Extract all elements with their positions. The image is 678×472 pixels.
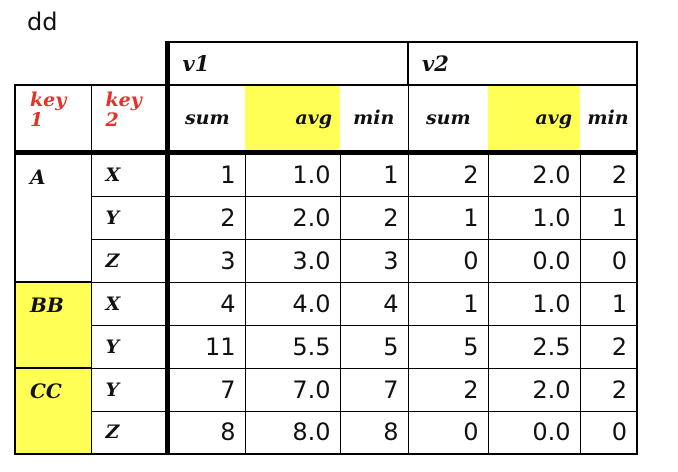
key2-cell: Y [91, 324, 167, 368]
value-cell: 1 [579, 195, 638, 239]
stat-header-sum: sum [408, 84, 488, 155]
value-cell: 7.0 [244, 367, 340, 411]
value-cell: 2.5 [487, 324, 580, 368]
value-cell: 1 [407, 195, 488, 239]
value-cell: 5 [407, 324, 488, 368]
stat-header-min: min [580, 84, 638, 155]
value-cell: 2 [164, 195, 245, 239]
value-cell: 0.0 [487, 410, 580, 455]
stat-header-avg: avg [488, 84, 580, 155]
value-cell: 2 [579, 324, 638, 368]
value-cell: 7 [339, 367, 408, 411]
value-cell: 4.0 [244, 281, 340, 325]
value-cell: 3 [339, 238, 408, 282]
group-header-v1: v1 [164, 41, 409, 85]
pivot-table: v1 v2 key 1 key 2 sum avg min sum avg mi… [14, 41, 638, 455]
value-cell: 1.0 [487, 281, 580, 325]
value-cell: 5.5 [244, 324, 340, 368]
value-cell: 0 [407, 410, 488, 455]
value-cell: 1.0 [487, 195, 580, 239]
key2-cell: Z [91, 238, 167, 282]
key2-cell: Y [91, 367, 167, 411]
value-cell: 8.0 [244, 410, 340, 455]
value-cell: 7 [164, 367, 245, 411]
value-cell: 8 [339, 410, 408, 455]
key1-cell: CC [14, 367, 92, 455]
value-cell: 2.0 [487, 152, 580, 196]
value-cell: 2 [339, 195, 408, 239]
value-cell: 1.0 [244, 152, 340, 196]
value-cell: 2 [407, 152, 488, 196]
key2-header: key 2 [91, 84, 167, 155]
value-cell: 2.0 [244, 195, 340, 239]
value-cell: 4 [339, 281, 408, 325]
key2-cell: X [105, 164, 121, 186]
stat-header-min: min [340, 84, 409, 155]
value-cell: 1 [164, 152, 245, 196]
value-cell: 0.0 [487, 238, 580, 282]
value-cell: 0 [407, 238, 488, 282]
value-cell: 2 [579, 152, 638, 196]
value-cell: 3.0 [244, 238, 340, 282]
value-cell: 0 [579, 238, 638, 282]
value-cell: 0 [579, 410, 638, 455]
key2-cell: Y [91, 195, 167, 239]
value-cell: 8 [164, 410, 245, 455]
value-cell: 2 [579, 367, 638, 411]
key1-cell: A [14, 152, 92, 282]
corner-cell [91, 42, 167, 85]
value-cell: 1 [339, 152, 408, 196]
value-cell: 11 [164, 324, 245, 368]
key1-cell: BB [14, 281, 92, 368]
value-cell: 2.0 [487, 367, 580, 411]
value-cell: 5 [339, 324, 408, 368]
key2-cell: Z [91, 410, 167, 455]
value-cell: 4 [164, 281, 245, 325]
corner-cell [15, 42, 91, 85]
stat-header-sum: sum [164, 84, 245, 155]
value-cell: 3 [164, 238, 245, 282]
stat-header-avg: avg [245, 84, 340, 155]
value-cell: 1 [579, 281, 638, 325]
key1-header: key 1 [14, 84, 92, 155]
table-caption: dd [27, 8, 58, 36]
group-header-v2: v2 [407, 41, 638, 85]
value-cell: 2 [407, 367, 488, 411]
key2-cell: X [91, 281, 167, 325]
value-cell: 1 [407, 281, 488, 325]
